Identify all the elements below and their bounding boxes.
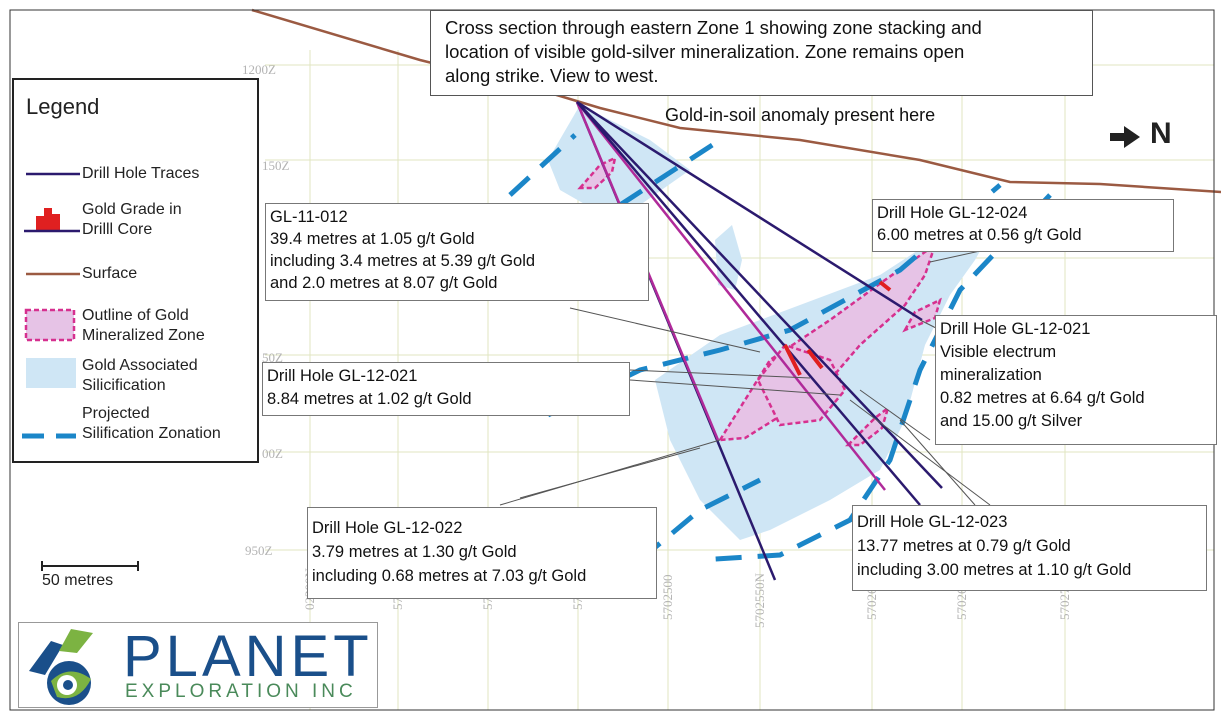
legend-item-gold-grade: Gold Grade in Drilll Core xyxy=(14,196,259,240)
drill-hole-trace-symbol xyxy=(26,172,80,176)
callout-line: including 3.4 metres at 5.39 g/t Gold xyxy=(270,252,536,270)
legend-label: Surface xyxy=(82,265,138,282)
gold-grade-symbol xyxy=(24,208,80,233)
elevation-label: 1200Z xyxy=(242,62,276,77)
callout-line: 13.77 metres at 0.79 g/t Gold xyxy=(857,537,1071,555)
legend-label-line: Projected xyxy=(82,405,150,422)
legend-label-line: Mineralized Zone xyxy=(82,327,205,344)
callout-line: Visible electrum xyxy=(940,343,1057,361)
title-box: Cross section through eastern Zone 1 sho… xyxy=(430,10,1093,96)
surface-symbol xyxy=(26,272,80,276)
callout-gl-12-022: Drill Hole GL-12-022 3.79 metres at 1.30… xyxy=(307,507,657,599)
legend-label-line: Silicification xyxy=(82,377,166,394)
north-label: N xyxy=(1150,117,1172,150)
callout-heading: Drill Hole GL-12-024 xyxy=(877,204,1028,222)
callout-line: including 3.00 metres at 1.10 g/t Gold xyxy=(857,561,1132,579)
gold-grade-marks xyxy=(783,280,892,376)
legend-label-line: Gold Grade in xyxy=(82,201,182,218)
northing-label: 5702550N xyxy=(752,573,767,628)
north-arrow: N xyxy=(1108,115,1188,155)
logo-name: PLANET xyxy=(123,624,373,689)
legend-label: Projected Silification Zonation xyxy=(82,404,221,444)
silicification-symbol xyxy=(26,358,76,388)
legend-item-silicification: Gold Associated Silicification xyxy=(14,350,259,394)
legend-label-line: Silification Zonation xyxy=(82,425,221,442)
mineralized-zone-lower xyxy=(844,404,891,447)
elevation-label: 50Z xyxy=(262,350,283,365)
callout-heading: Drill Hole GL-12-023 xyxy=(857,513,1008,531)
callout-heading: Drill Hole GL-12-021 xyxy=(267,367,418,385)
callout-heading: Drill Hole GL-12-021 xyxy=(940,320,1091,338)
scale-bar: 50 metres xyxy=(40,560,150,600)
legend-title: Legend xyxy=(26,94,100,119)
title-line: along strike. View to west. xyxy=(445,65,659,86)
legend-item-surface: Surface xyxy=(14,254,259,298)
mineralized-zone-symbol xyxy=(24,308,76,342)
logo-subtitle: EXPLORATION INC xyxy=(125,681,357,702)
legend-label: Outline of Gold Mineralized Zone xyxy=(82,306,205,346)
projected-zonation-symbol xyxy=(22,433,76,439)
callout-line: 0.82 metres at 6.64 g/t Gold xyxy=(940,389,1145,407)
legend: Legend Drill Hole Traces Gold Grade in D… xyxy=(12,78,259,463)
callout-gl-12-021: Drill Hole GL-12-021 8.84 metres at 1.02… xyxy=(262,362,630,416)
callout-line: and 15.00 g/t Silver xyxy=(940,412,1083,430)
legend-item-drill-hole-traces: Drill Hole Traces xyxy=(14,154,259,198)
callout-leaders xyxy=(499,239,1031,506)
callout-line: and 2.0 metres at 8.07 g/t Gold xyxy=(270,274,498,292)
callout-line: 8.84 metres at 1.02 g/t Gold xyxy=(267,390,472,408)
northing-label: 57026 xyxy=(954,587,969,621)
callout-gl-12-024: Drill Hole GL-12-024 6.00 metres at 0.56… xyxy=(872,199,1174,252)
mineralized-zone-small xyxy=(577,155,617,190)
callout-line: 39.4 metres at 1.05 g/t Gold xyxy=(270,230,475,248)
callout-line: 3.79 metres at 1.30 g/t Gold xyxy=(312,543,517,561)
legend-label: Drill Hole Traces xyxy=(82,165,200,182)
callout-gl-12-021-electrum: Drill Hole GL-12-021 Visible electrum mi… xyxy=(935,315,1217,445)
company-logo: PLANET EXPLORATION INC xyxy=(18,622,378,708)
legend-label-line: Drilll Core xyxy=(82,221,153,238)
scale-bar-line xyxy=(41,561,139,571)
soil-anomaly-label: Gold-in-soil anomaly present here xyxy=(665,105,936,125)
callout-heading: GL-11-012 xyxy=(270,208,348,226)
elevation-label: 950Z xyxy=(245,543,273,558)
callout-gl-12-023: Drill Hole GL-12-023 13.77 metres at 0.7… xyxy=(852,505,1207,591)
planet-logo-icon xyxy=(29,629,93,705)
callout-line: including 0.68 metres at 7.03 g/t Gold xyxy=(312,567,587,585)
northing-label: 5702500 xyxy=(660,574,675,621)
callout-line: mineralization xyxy=(940,366,1042,384)
callout-heading: Drill Hole GL-12-022 xyxy=(312,519,463,537)
legend-item-projected-zonation: Projected Silification Zonation xyxy=(14,402,259,446)
mineralized-zone-right xyxy=(902,297,942,333)
legend-label-line: Gold Associated xyxy=(82,357,198,374)
legend-item-mineralized-zone: Outline of Gold Mineralized Zone xyxy=(14,302,259,346)
callout-gl-11-012: GL-11-012 39.4 metres at 1.05 g/t Gold i… xyxy=(265,203,649,301)
legend-label: Gold Associated Silicification xyxy=(82,356,198,396)
title-line: location of visible gold-silver minerali… xyxy=(445,41,965,62)
legend-label-line: Outline of Gold xyxy=(82,307,189,324)
title-line: Cross section through eastern Zone 1 sho… xyxy=(445,17,982,38)
elevation-label: 00Z xyxy=(262,446,283,461)
legend-label: Gold Grade in Drilll Core xyxy=(82,200,182,240)
elevation-label: 150Z xyxy=(262,158,290,173)
callout-line: 6.00 metres at 0.56 g/t Gold xyxy=(877,226,1082,244)
right-arrow-icon xyxy=(1110,126,1140,148)
scale-bar-label: 50 metres xyxy=(42,572,114,589)
